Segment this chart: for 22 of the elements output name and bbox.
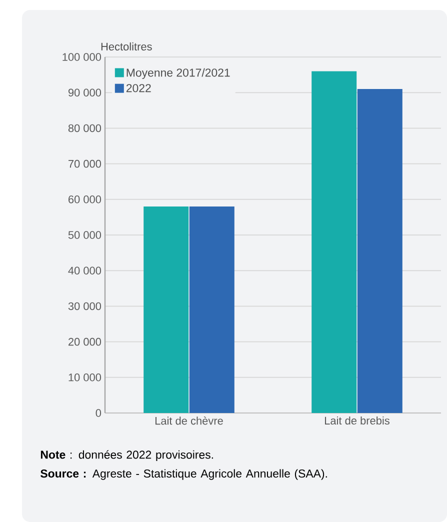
bar [312,71,357,413]
bar [144,206,189,413]
y-tick-label: 100 000 [62,53,102,61]
y-tick-label: 70 000 [68,160,102,168]
y-tick-label: 0 [96,409,102,417]
text: Source : Agreste - Statistique Agricole Annuelle (SAA). [40,469,327,480]
legend-label: Moyenne 2017/2021 [126,68,230,79]
y-tick-label: 50 000 [68,231,102,239]
text: Note : données 2022 provisoires. [40,450,213,462]
y-tick-label: 10 000 [68,374,102,382]
x-tick-label: Lait de brebis [325,416,390,425]
y-tick-label: 20 000 [68,338,102,346]
bar [189,206,234,413]
y-tick-label: 30 000 [68,302,102,310]
y-tick-label: 60 000 [68,196,102,204]
y-tick-label: 80 000 [68,124,102,132]
y-tick-label: 40 000 [68,266,102,274]
x-tick-label: Lait de chèvre [155,416,223,425]
bar [357,89,402,413]
y-tick-label: 90 000 [68,88,102,96]
y-axis-title: Hectolitres [101,42,152,50]
legend-label: 2022 [126,84,151,92]
